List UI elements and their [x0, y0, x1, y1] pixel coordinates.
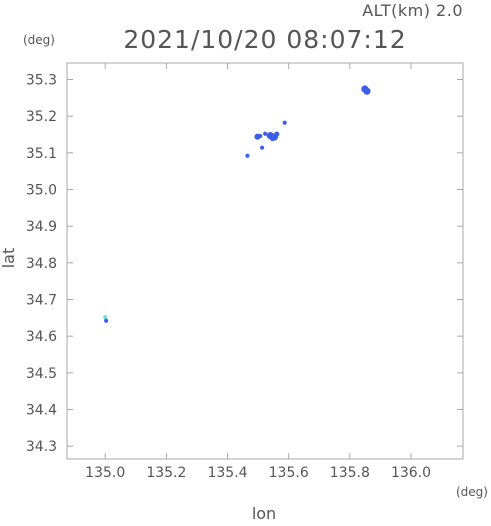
y-tick-label: 34.4 — [26, 403, 57, 419]
y-tick-label: 34.6 — [26, 329, 57, 345]
data-point — [269, 135, 276, 142]
data-point — [258, 133, 263, 139]
x-tick-label: 135.6 — [269, 465, 309, 481]
data-point — [274, 131, 280, 137]
x-tick-label: 135.8 — [330, 465, 370, 481]
y-axis-unit: (deg) — [23, 33, 55, 47]
data-point — [104, 318, 109, 323]
x-tick-label: 135.4 — [207, 465, 247, 481]
x-axis-ticks: 135.0 135.2 135.4 135.6 135.8 136.0 — [85, 63, 431, 481]
y-tick-label: 34.7 — [26, 293, 57, 309]
data-point — [362, 87, 370, 94]
x-tick-label: 135.0 — [85, 465, 125, 481]
y-tick-label: 34.5 — [26, 366, 57, 382]
y-tick-label: 34.3 — [26, 439, 57, 455]
altitude-label: ALT(km) 2.0 — [362, 1, 463, 20]
x-axis-unit: (deg) — [456, 485, 488, 499]
y-tick-label: 35.2 — [26, 109, 57, 125]
data-points — [103, 85, 371, 323]
plot-frame — [66, 62, 464, 460]
data-point — [259, 145, 265, 150]
data-point — [103, 315, 108, 320]
y-axis-label: lat — [0, 248, 18, 269]
x-tick-label: 136.0 — [391, 465, 431, 481]
y-tick-label: 35.1 — [26, 146, 57, 162]
y-tick-label: 34.8 — [26, 256, 57, 272]
chart-title: 2021/10/20 08:07:12 — [123, 25, 406, 54]
y-tick-label: 35.0 — [26, 183, 57, 199]
x-axis-label: lon — [252, 504, 276, 521]
y-tick-label: 35.3 — [26, 73, 57, 89]
data-point — [263, 131, 268, 136]
y-axis-ticks: 34.3 34.4 34.5 34.6 34.7 34.8 34.9 35.0 35.1 35.2… — [26, 73, 463, 455]
data-point — [245, 153, 250, 158]
data-point — [282, 120, 287, 125]
y-tick-label: 34.9 — [26, 219, 57, 235]
x-tick-label: 135.2 — [146, 465, 186, 481]
